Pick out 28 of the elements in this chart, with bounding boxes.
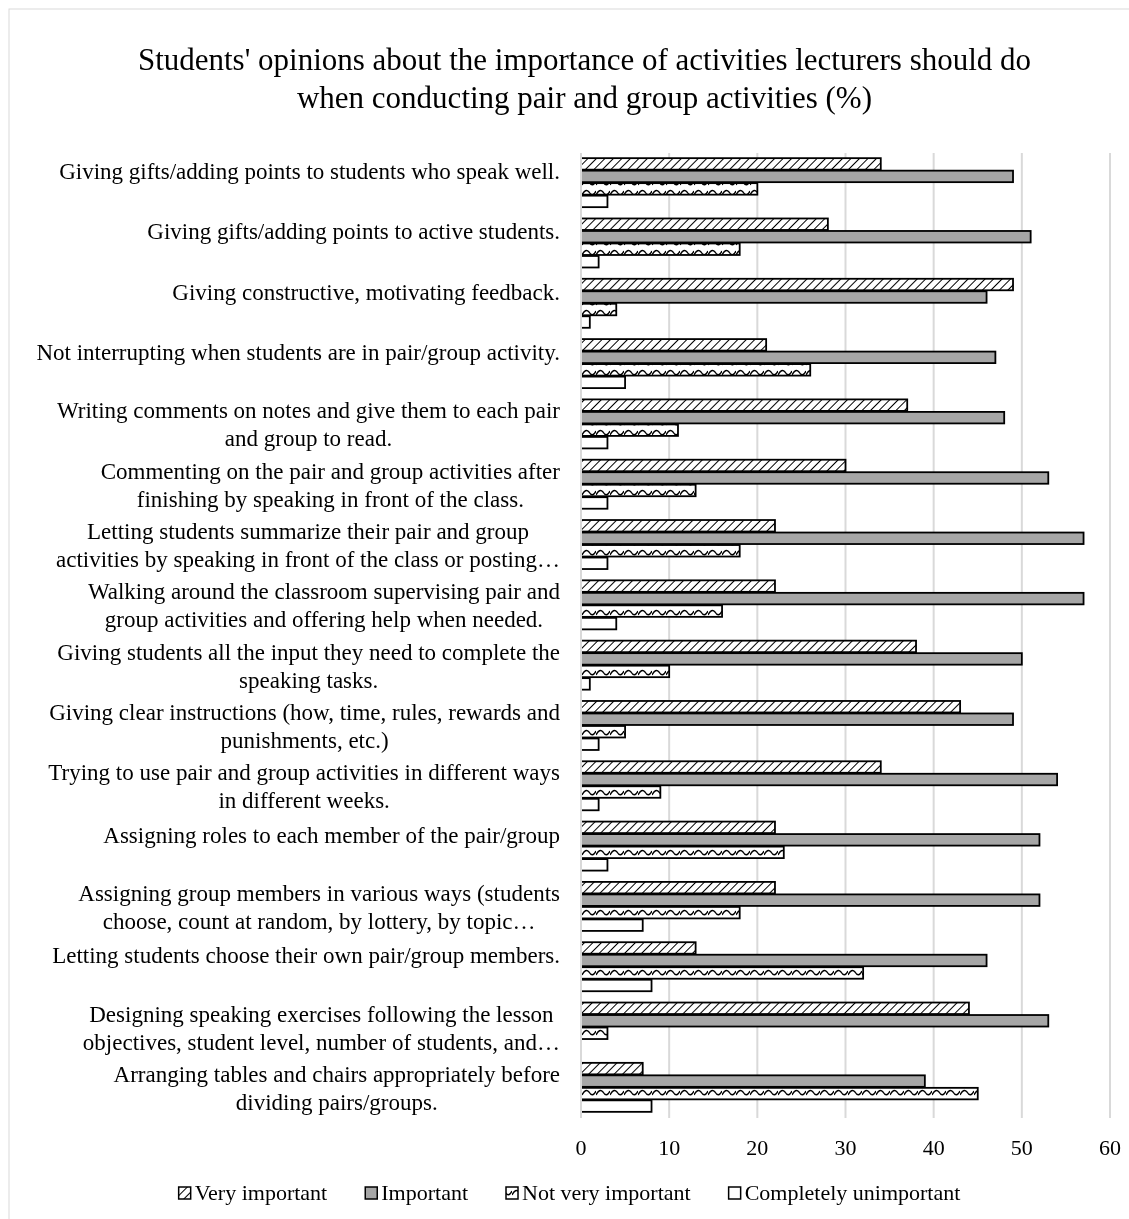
x-tick-label: 30 <box>834 1135 857 1160</box>
y-tick-label: Assigning group members in various ways (students choose, count at random, by lottery, by topic… <box>78 880 561 934</box>
legend-label: Important <box>381 1180 469 1205</box>
legend-label: Not very important <box>522 1180 691 1205</box>
y-tick-label: Giving gifts/adding points to students who speak well. <box>59 159 560 185</box>
y-tick-label: Assigning roles to each member of the pair/group <box>103 822 560 848</box>
x-tick-label: 40 <box>922 1135 945 1160</box>
y-tick-label: Letting students choose their own pair/group members. <box>52 943 560 969</box>
legend-label: Completely unimportant <box>744 1180 961 1205</box>
legend-label: Very important <box>194 1180 328 1205</box>
y-tick-label: Giving gifts/adding points to active students. <box>147 219 560 245</box>
y-tick-label: Designing speaking exercises following the lesson objectives, student level, number of students, and… <box>82 1001 560 1055</box>
y-tick-label: Giving students all the input they need to complete the speaking tasks. <box>57 639 560 693</box>
y-tick-label: Walking around the classroom supervising pair and group activities and offering help when needed. <box>87 579 561 633</box>
chart-title: Students' opinions about the importance of activities lecturers should do when conducting pair and group activities (%) <box>137 42 1032 115</box>
x-tick-label: 10 <box>658 1135 681 1160</box>
x-tick-label: 0 <box>575 1135 587 1160</box>
y-tick-label: Giving constructive, motivating feedback. <box>172 279 560 305</box>
y-tick-label: Commenting on the pair and group activities after finishing by speaking in front of the class. <box>100 458 561 512</box>
y-tick-label: Writing comments on notes and give them to each pair and group to read. <box>56 398 561 452</box>
y-tick-label: Giving clear instructions (how, time, rules, rewards and punishments, etc.) <box>49 699 561 753</box>
y-tick-label: Arranging tables and chairs appropriately before dividing pairs/groups. <box>113 1061 560 1115</box>
x-tick-label: 60 <box>1099 1135 1121 1160</box>
y-tick-label: Trying to use pair and group activities in different ways in different weeks. <box>48 760 561 814</box>
y-tick-label: Not interrupting when students are in pair/group activity. <box>36 340 560 366</box>
x-tick-label: 20 <box>746 1135 769 1160</box>
x-tick-label: 50 <box>1010 1135 1033 1160</box>
y-tick-label: Letting students summarize their pair and group activities by speaking in front of the class or posting… <box>56 519 561 573</box>
